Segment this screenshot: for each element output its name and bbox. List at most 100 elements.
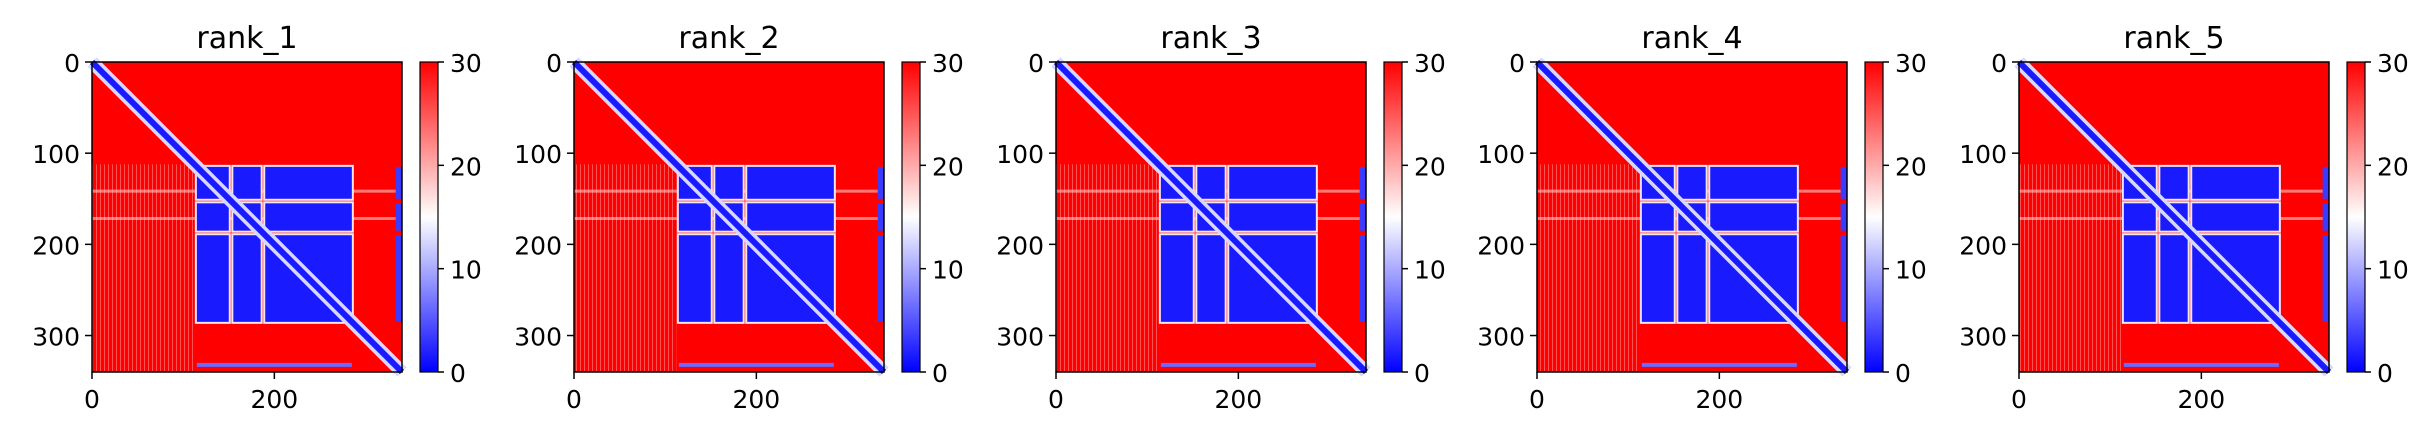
- x-tick-label: 0: [1529, 385, 1545, 414]
- edge-block: [1359, 166, 1366, 199]
- contact-block: [1197, 235, 1225, 322]
- panel-1: rank_1 0 100 200 300 0 200 0 10 20 30: [32, 21, 482, 414]
- y-tick-label: 300: [32, 323, 80, 352]
- edge-block: [395, 203, 402, 231]
- colorbar-tick-label: 30: [2377, 49, 2409, 78]
- y-tick-label: 200: [514, 231, 562, 260]
- edge-block: [2123, 362, 2279, 367]
- panel-5: rank_5 0 100 200 300 0 200 0 10 20 30: [1959, 21, 2409, 414]
- x-tick-label: 0: [2011, 385, 2027, 414]
- colorbar-tick-label: 10: [932, 256, 964, 285]
- edge-block: [1359, 203, 1366, 231]
- colorbar: 0 10 20 30: [2346, 49, 2409, 388]
- colorbar-tick-label: 0: [1414, 359, 1430, 388]
- heatmap-texture: [1537, 164, 1640, 372]
- panel-title: rank_2: [678, 21, 779, 56]
- panel-2: rank_2 0 100 200 300 0 200 0 10 20 30: [514, 21, 964, 414]
- y-tick-label: 0: [1028, 49, 1044, 78]
- y-tick-label: 0: [1509, 49, 1525, 78]
- y-tick-label: 200: [996, 231, 1044, 260]
- colorbar-tick-label: 0: [932, 359, 948, 388]
- y-tick-label: 100: [996, 140, 1044, 169]
- y-tick-label: 0: [1991, 49, 2007, 78]
- contact-block: [2192, 203, 2279, 231]
- y-tick-label: 100: [1477, 140, 1525, 169]
- contact-block: [678, 235, 711, 322]
- edge-block: [395, 235, 402, 322]
- colorbar-tick-label: 20: [1895, 152, 1927, 181]
- y-tick-label: 200: [32, 231, 80, 260]
- panel-3: rank_3 0 100 200 300 0 200 0 10 20 30: [996, 21, 1446, 414]
- y-tick-label: 300: [1477, 323, 1525, 352]
- colorbar-tick-label: 10: [2377, 256, 2409, 285]
- contact-block: [196, 235, 229, 322]
- edge-block: [2322, 235, 2329, 322]
- panel-title: rank_1: [196, 21, 297, 56]
- colorbar-tick-label: 10: [450, 256, 482, 285]
- x-tick-label: 200: [732, 385, 780, 414]
- contact-block: [1229, 166, 1316, 199]
- panel-4: rank_4 0 100 200 300 0 200 0 10 20 30: [1477, 21, 1927, 414]
- colorbar-gradient: [901, 61, 921, 373]
- colorbar-tick-label: 0: [1895, 359, 1911, 388]
- colorbar-tick-label: 30: [932, 49, 964, 78]
- diagonal-band: [1534, 59, 1850, 375]
- edge-block: [877, 203, 884, 231]
- colorbar-tick-label: 10: [1895, 256, 1927, 285]
- panel-title: rank_5: [2123, 21, 2224, 56]
- heatmap: [1051, 57, 1371, 377]
- heatmap-texture: [574, 164, 677, 372]
- contact-block: [2160, 235, 2188, 322]
- colorbar-tick-label: 20: [932, 152, 964, 181]
- y-tick-label: 0: [546, 49, 562, 78]
- contact-block: [265, 166, 352, 199]
- edge-block: [1359, 235, 1366, 322]
- x-tick-label: 200: [1214, 385, 1262, 414]
- edge-block: [1840, 166, 1847, 199]
- edge-block: [2322, 166, 2329, 199]
- contact-block: [715, 235, 743, 322]
- axes-frame: [1536, 61, 1848, 373]
- colorbar-tick-label: 10: [1414, 256, 1446, 285]
- colorbar-gradient: [1383, 61, 1403, 373]
- heatmap: [2014, 57, 2334, 377]
- contact-block: [1160, 235, 1193, 322]
- edge-block: [1160, 362, 1316, 367]
- colorbar-gradient: [419, 61, 439, 373]
- panel-title: rank_3: [1160, 21, 1261, 56]
- y-tick-label: 100: [1959, 140, 2007, 169]
- contact-block: [747, 203, 834, 231]
- contact-block: [1197, 166, 1225, 199]
- contact-block: [2123, 203, 2156, 231]
- colorbar-gradient: [2346, 61, 2366, 373]
- contact-block: [1641, 203, 1674, 231]
- edge-block: [877, 166, 884, 199]
- colorbar: 0 10 20 30: [419, 49, 482, 388]
- contact-block: [1678, 235, 1706, 322]
- heatmap: [1532, 57, 1852, 377]
- contact-block: [1678, 166, 1706, 199]
- diagonal-band: [89, 59, 405, 375]
- colorbar: 0 10 20 30: [1864, 49, 1927, 388]
- edge-block: [877, 235, 884, 322]
- contact-block: [1710, 203, 1797, 231]
- x-tick-label: 0: [1048, 385, 1064, 414]
- contact-block: [1641, 235, 1674, 322]
- contact-block: [233, 235, 261, 322]
- colorbar: 0 10 20 30: [901, 49, 964, 388]
- edge-block: [2322, 203, 2329, 231]
- colorbar-gradient: [1864, 61, 1884, 373]
- contact-block: [1160, 203, 1193, 231]
- edge-block: [678, 362, 834, 367]
- contact-block: [233, 166, 261, 199]
- colorbar-tick-label: 30: [1895, 49, 1927, 78]
- colorbar-tick-label: 20: [2377, 152, 2409, 181]
- colorbar-tick-label: 30: [1414, 49, 1446, 78]
- y-tick-label: 300: [996, 323, 1044, 352]
- y-tick-label: 0: [64, 49, 80, 78]
- colorbar-tick-label: 30: [450, 49, 482, 78]
- colorbar-tick-label: 0: [450, 359, 466, 388]
- colorbar-tick-label: 0: [2377, 359, 2393, 388]
